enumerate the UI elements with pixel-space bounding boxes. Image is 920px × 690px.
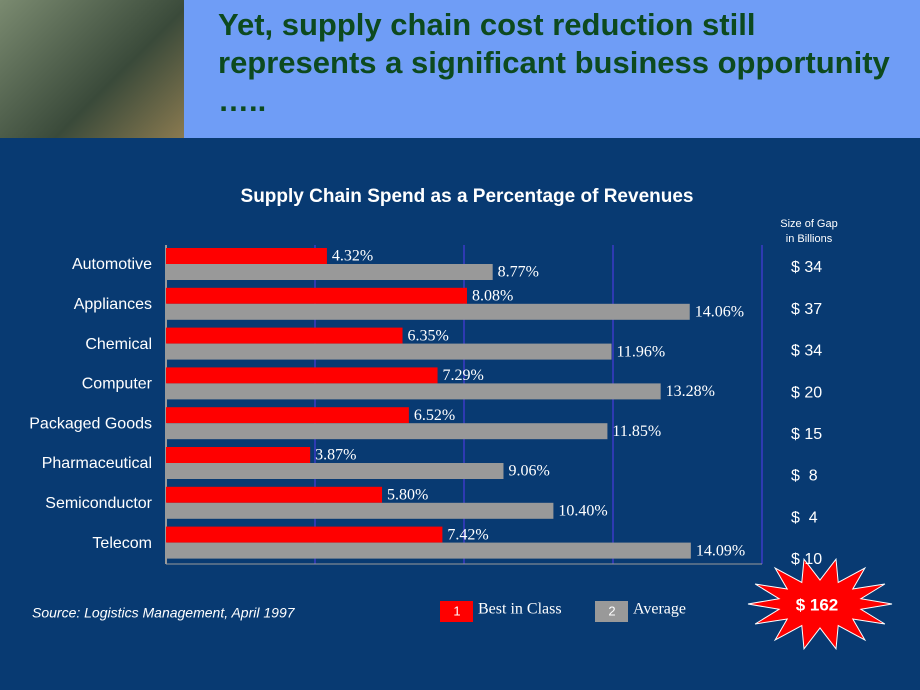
value-label: 6.35% [408, 327, 449, 344]
value-label: 10.40% [558, 502, 607, 519]
legend-label: Best in Class [478, 601, 562, 618]
value-label: 3.87% [315, 447, 356, 464]
bar [166, 542, 691, 559]
value-label: 13.28% [666, 383, 715, 400]
bar [166, 303, 690, 320]
bar [166, 264, 493, 280]
gap-header: Size of Gap [780, 218, 837, 230]
header-band [0, 0, 920, 138]
legend-swatch [595, 601, 628, 622]
bar [166, 447, 311, 463]
source-note: Source: Logistics Management, April 1997 [32, 605, 296, 621]
value-label: 7.42% [447, 526, 488, 543]
category-label: Packaged Goods [29, 415, 152, 432]
value-label: 8.77% [498, 264, 539, 281]
bar [166, 486, 383, 503]
bar [166, 287, 467, 304]
bar [166, 526, 443, 543]
category-label: Pharmaceutical [42, 455, 152, 472]
legend-key: 2 [608, 603, 615, 618]
gap-value: $ 37 [791, 301, 822, 318]
gap-value: $ 20 [791, 384, 822, 401]
category-label: Semiconductor [45, 495, 152, 512]
gap-value: $ 15 [791, 426, 822, 443]
legend-label: Average [633, 601, 686, 618]
value-label: 14.09% [696, 542, 745, 559]
bar [166, 463, 504, 479]
bar [166, 423, 608, 440]
value-label: 6.52% [414, 407, 455, 424]
bar [166, 343, 612, 360]
gap-value: $ 4 [791, 509, 818, 526]
total-starburst [747, 557, 893, 651]
legend-key: 1 [453, 603, 460, 618]
gap-value: $ 8 [791, 468, 818, 485]
slide-title: Yet, supply chain cost reduction still r… [218, 7, 890, 118]
value-label: 11.85% [612, 423, 661, 440]
gap-header: in Billions [786, 233, 833, 245]
gap-total: $ 162 [796, 595, 839, 614]
category-label: Telecom [92, 535, 152, 552]
category-label: Automotive [72, 256, 152, 273]
gap-value: $ 10 [791, 551, 822, 568]
bar [166, 407, 409, 424]
bar [166, 248, 327, 264]
value-label: 14.06% [695, 303, 744, 320]
legend-swatch [440, 601, 473, 622]
bar [166, 327, 403, 344]
gap-value: $ 34 [791, 259, 822, 276]
value-label: 5.80% [387, 486, 428, 503]
category-label: Computer [82, 376, 153, 393]
chart-title: Supply Chain Spend as a Percentage of Re… [241, 186, 694, 207]
bar [166, 383, 661, 400]
value-label: 8.08% [472, 287, 513, 304]
bar [166, 502, 554, 519]
category-label: Chemical [85, 336, 152, 353]
value-label: 11.96% [617, 343, 666, 360]
gap-value: $ 34 [791, 343, 822, 360]
category-label: Appliances [74, 296, 152, 313]
header-image [0, 0, 184, 138]
bar [166, 367, 438, 384]
value-label: 9.06% [508, 463, 549, 480]
value-label: 7.29% [443, 367, 484, 384]
value-label: 4.32% [332, 248, 373, 265]
